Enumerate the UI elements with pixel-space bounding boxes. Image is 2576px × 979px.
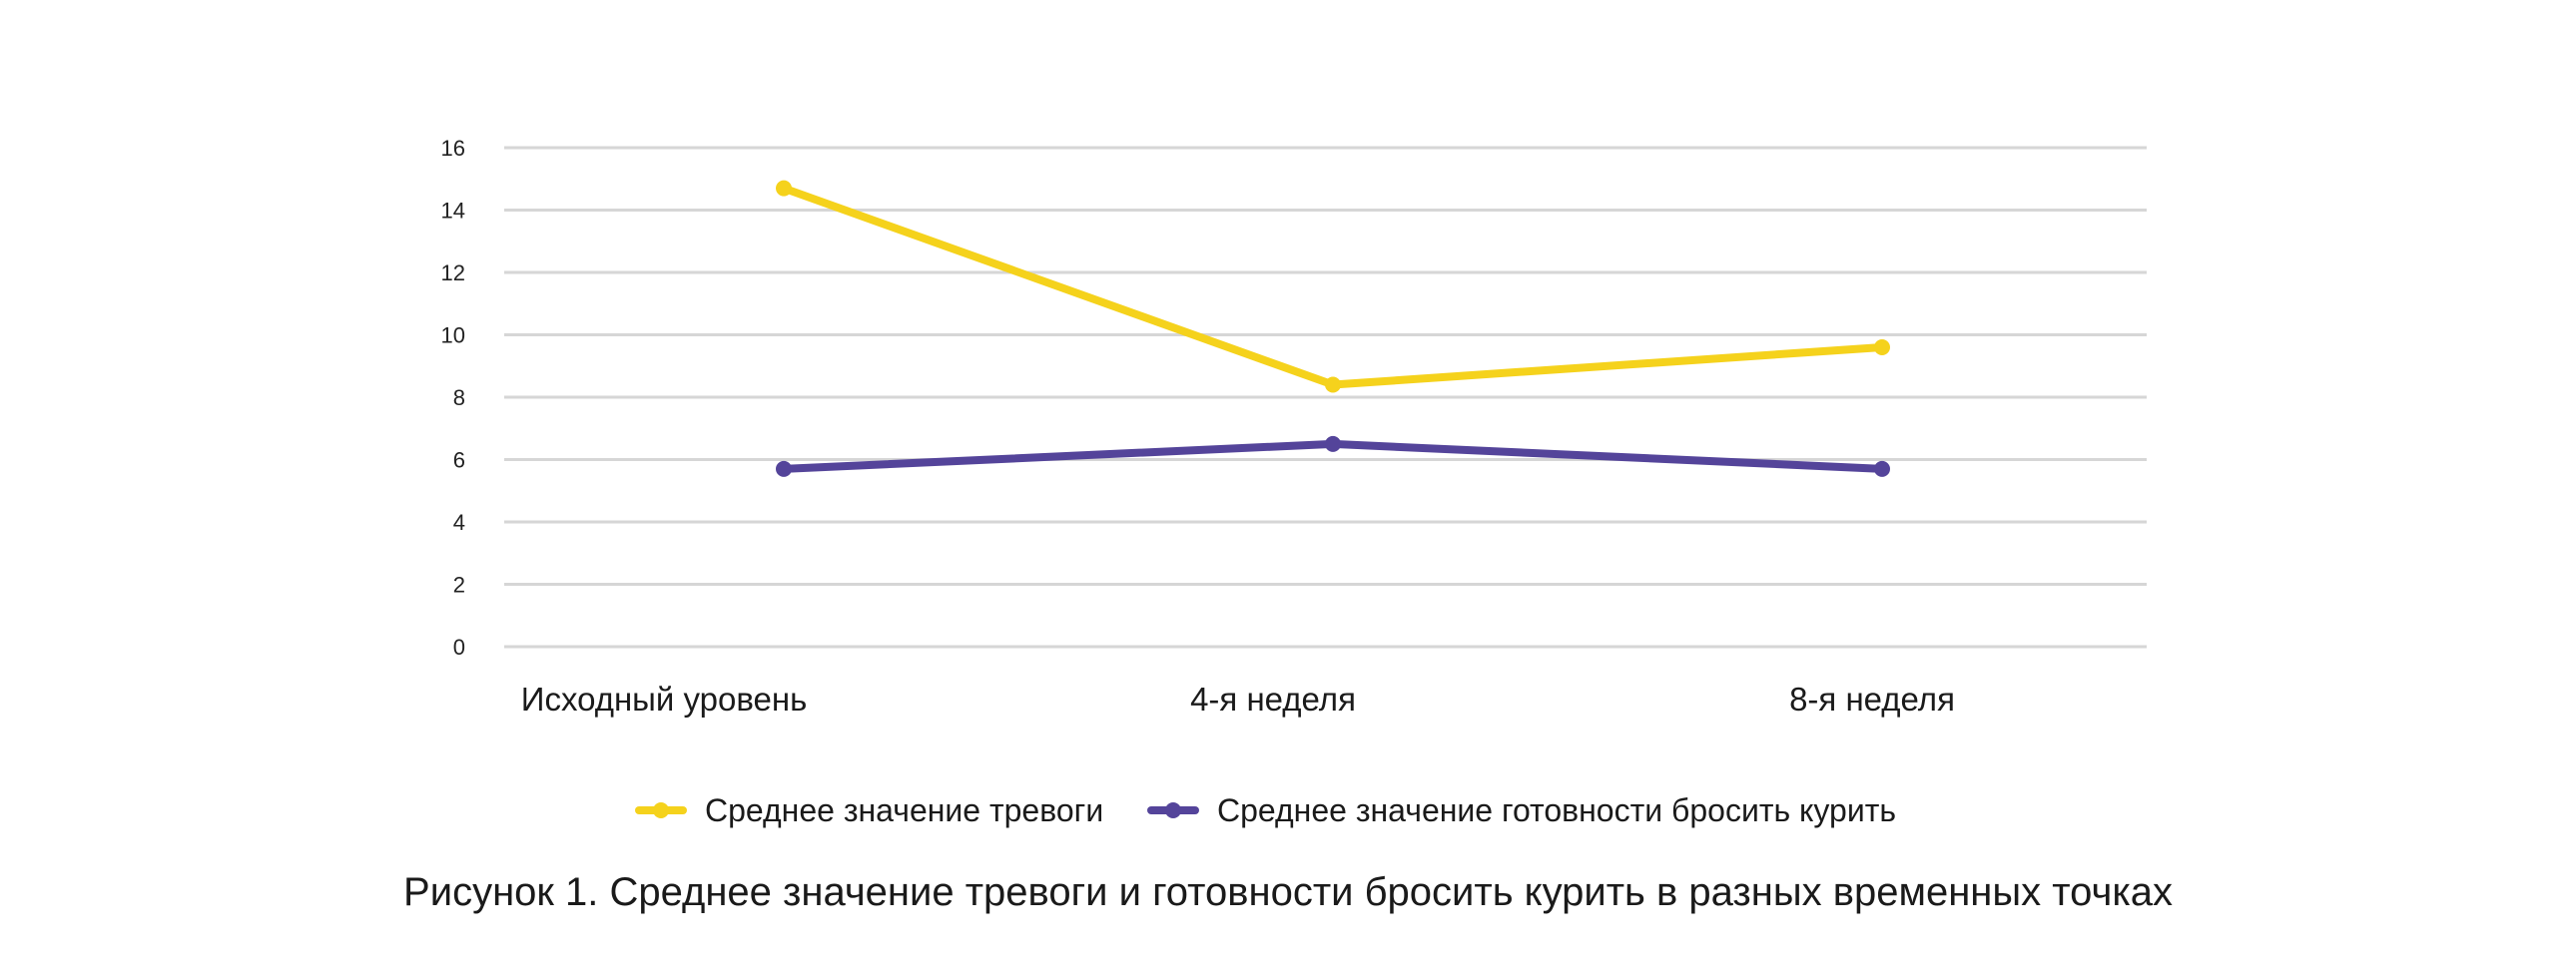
x-category-label: Исходный уровень	[521, 681, 808, 718]
data-point	[1325, 435, 1341, 452]
y-tick-label: 6	[453, 448, 465, 473]
y-axis-ticks: 0 2 4 6 8 10 12 14 16	[441, 136, 465, 660]
series-2	[776, 435, 1890, 477]
y-tick-label: 8	[453, 385, 465, 410]
legend-swatch-marker	[653, 802, 669, 818]
x-category-label: 8-я неделя	[1789, 681, 1955, 718]
data-point	[1874, 460, 1890, 477]
y-tick-label: 4	[453, 510, 465, 535]
series-1	[776, 180, 1890, 393]
y-tick-label: 16	[441, 136, 465, 161]
data-point	[776, 180, 792, 197]
legend-swatch-marker	[1165, 802, 1181, 818]
legend: Среднее значение тревоги Среднее значение…	[635, 792, 1896, 828]
x-category-label: 4-я неделя	[1190, 681, 1356, 718]
y-tick-label: 10	[441, 323, 465, 348]
legend-label: Среднее значение тревоги	[705, 792, 1103, 828]
y-tick-label: 12	[441, 260, 465, 285]
y-tick-label: 0	[453, 635, 465, 660]
y-tick-label: 14	[441, 199, 465, 224]
y-tick-label: 2	[453, 573, 465, 598]
x-axis-categories: Исходный уровень 4-я неделя 8-я неделя	[521, 681, 1955, 718]
data-point	[1325, 376, 1341, 393]
legend-label: Среднее значение готовности бросить кури…	[1217, 792, 1896, 828]
data-point	[776, 460, 792, 477]
series-line	[780, 184, 1886, 389]
series-lines	[776, 180, 1890, 477]
legend-item: Среднее значение готовности бросить кури…	[1147, 792, 1896, 828]
legend-item: Среднее значение тревоги	[635, 792, 1103, 828]
gridlines	[504, 146, 2147, 649]
data-point	[1874, 339, 1890, 355]
figure-caption: Рисунок 1. Среднее значение тревоги и го…	[403, 870, 2173, 914]
